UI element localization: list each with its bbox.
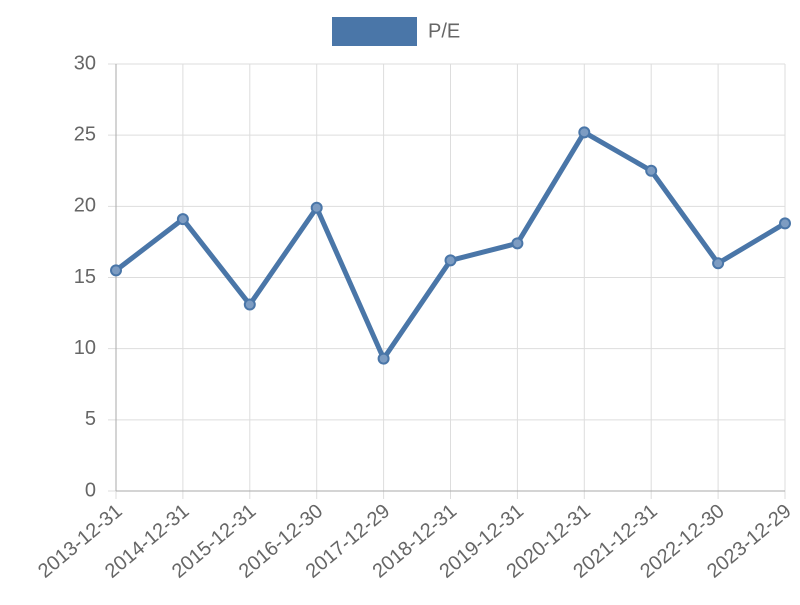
point	[444, 254, 457, 267]
y-tick-label: 15	[74, 266, 96, 288]
point	[310, 201, 323, 214]
point	[511, 237, 524, 250]
point	[578, 126, 591, 139]
point	[176, 213, 189, 226]
point	[645, 164, 658, 177]
legend-label: P/E	[428, 20, 460, 42]
point	[243, 298, 256, 311]
y-tick-label: 30	[74, 52, 96, 74]
y-tick-label: 25	[74, 123, 96, 145]
y-tick-label: 5	[85, 408, 96, 430]
y-tick-label: 20	[74, 195, 96, 217]
point	[779, 217, 791, 230]
point	[712, 257, 725, 270]
point	[110, 264, 122, 277]
point	[377, 352, 390, 365]
y-tick-label: 10	[74, 337, 96, 359]
legend-swatch	[332, 17, 417, 46]
y-tick-label: 0	[85, 479, 96, 501]
